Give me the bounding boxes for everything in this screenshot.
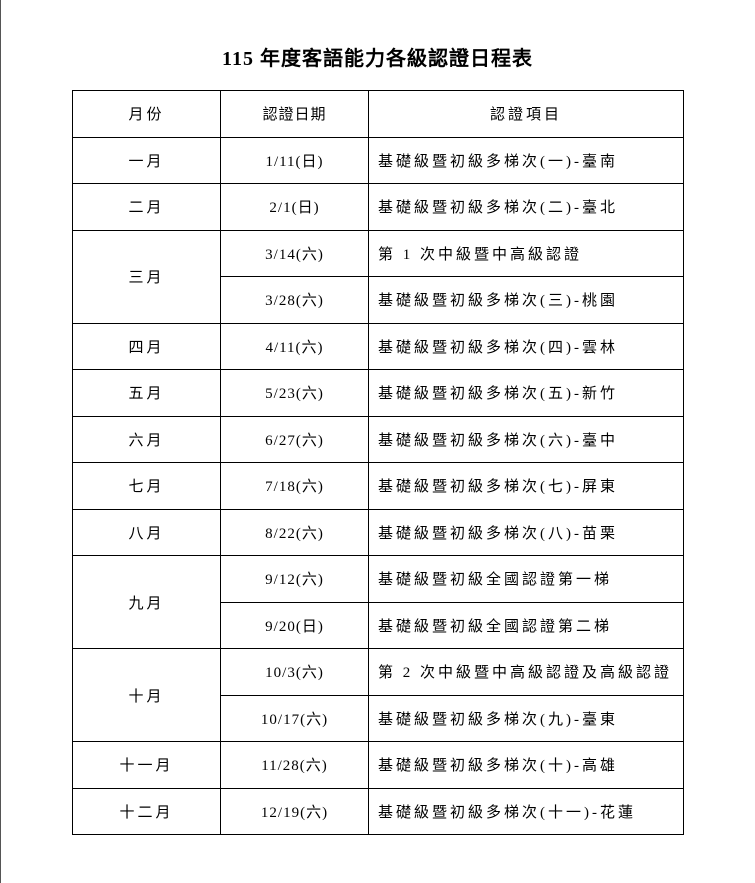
table-row: 五月 5/23(六) 基礎級暨初級多梯次(五)-新竹 <box>72 369 684 417</box>
item-cell: 基礎級暨初級多梯次(三)-桃園 <box>368 276 684 324</box>
table-row: 9/20(日) 基礎級暨初級全國認證第二梯 <box>73 601 684 649</box>
month-cell: 九月 <box>72 555 221 649</box>
item-cell: 基礎級暨初級多梯次(八)-苗栗 <box>368 508 684 556</box>
table-row: 10/17(六) 基礎級暨初級多梯次(九)-臺東 <box>73 694 684 742</box>
date-cell: 10/3(六) <box>220 648 369 696</box>
item-cell: 基礎級暨初級多梯次(一)-臺南 <box>368 136 684 184</box>
item-cell: 基礎級暨初級全國認證第一梯 <box>368 555 684 603</box>
item-cell: 基礎級暨初級多梯次(七)-屏東 <box>368 462 684 510</box>
date-cell: 1/11(日) <box>220 136 369 184</box>
header-item: 認證項目 <box>368 90 684 138</box>
schedule-table: 月份 認證日期 認證項目 一月 1/11(日) 基礎級暨初級多梯次(一)-臺南 二月 2… <box>72 90 684 835</box>
header-date: 認證日期 <box>220 90 369 138</box>
table-row: 二月 2/1(日) 基礎級暨初級多梯次(二)-臺北 <box>72 183 684 231</box>
item-cell: 基礎級暨初級多梯次(十)-高雄 <box>368 741 684 789</box>
item-cell: 基礎級暨初級多梯次(十一)-花蓮 <box>368 787 684 835</box>
date-cell: 9/20(日) <box>220 601 369 649</box>
table-row: 六月 6/27(六) 基礎級暨初級多梯次(六)-臺中 <box>72 415 684 463</box>
table-row: 十月 10/3(六) 第 2 次中級暨中高級認證及高級認證 <box>72 648 684 742</box>
date-cell: 11/28(六) <box>220 741 369 789</box>
item-cell: 第 1 次中級暨中高級認證 <box>368 229 684 277</box>
item-cell: 基礎級暨初級多梯次(二)-臺北 <box>368 183 684 231</box>
table-row: 十二月 12/19(六) 基礎級暨初級多梯次(十一)-花蓮 <box>72 787 684 835</box>
month-cell: 二月 <box>72 183 221 231</box>
table-row: 3/28(六) 基礎級暨初級多梯次(三)-桃園 <box>73 276 684 324</box>
date-cell: 4/11(六) <box>220 322 369 370</box>
page-edge <box>0 0 1 883</box>
table-row: 八月 8/22(六) 基礎級暨初級多梯次(八)-苗栗 <box>72 508 684 556</box>
item-cell: 基礎級暨初級多梯次(五)-新竹 <box>368 369 684 417</box>
month-cell: 一月 <box>72 136 221 184</box>
date-cell: 3/28(六) <box>220 276 369 324</box>
month-cell: 七月 <box>72 462 221 510</box>
item-cell: 基礎級暨初級多梯次(六)-臺中 <box>368 415 684 463</box>
month-cell: 十一月 <box>72 741 221 789</box>
table-row: 七月 7/18(六) 基礎級暨初級多梯次(七)-屏東 <box>72 462 684 510</box>
date-cell: 8/22(六) <box>220 508 369 556</box>
date-cell: 10/17(六) <box>220 694 369 742</box>
table-row: 三月 3/14(六) 第 1 次中級暨中高級認證 <box>72 229 684 324</box>
month-cell: 十月 <box>72 648 221 742</box>
table-row: 九月 9/12(六) 基礎級暨初級全國認證第一梯 <box>72 555 684 649</box>
date-cell: 12/19(六) <box>220 787 369 835</box>
date-cell: 9/12(六) <box>220 555 369 603</box>
item-cell: 基礎級暨初級多梯次(九)-臺東 <box>368 694 684 742</box>
item-cell: 基礎級暨初級多梯次(四)-雲林 <box>368 322 684 370</box>
item-cell: 基礎級暨初級全國認證第二梯 <box>368 601 684 649</box>
month-cell: 十二月 <box>72 787 221 835</box>
month-cell: 四月 <box>72 322 221 370</box>
date-cell: 7/18(六) <box>220 462 369 510</box>
date-cell: 3/14(六) <box>220 229 369 277</box>
table-row: 一月 1/11(日) 基礎級暨初級多梯次(一)-臺南 <box>72 136 684 184</box>
date-cell: 5/23(六) <box>220 369 369 417</box>
table-row: 四月 4/11(六) 基礎級暨初級多梯次(四)-雲林 <box>72 322 684 370</box>
month-cell: 八月 <box>72 508 221 556</box>
month-cell: 五月 <box>72 369 221 417</box>
item-cell: 第 2 次中級暨中高級認證及高級認證 <box>368 648 684 696</box>
date-cell: 6/27(六) <box>220 415 369 463</box>
month-cell: 三月 <box>72 229 221 324</box>
header-month: 月份 <box>72 90 221 138</box>
table-row: 十一月 11/28(六) 基礎級暨初級多梯次(十)-高雄 <box>72 741 684 789</box>
page-title: 115 年度客語能力各級認證日程表 <box>222 48 533 70</box>
date-cell: 2/1(日) <box>220 183 369 231</box>
table-header-row: 月份 認證日期 認證項目 <box>72 90 684 138</box>
month-cell: 六月 <box>72 415 221 463</box>
